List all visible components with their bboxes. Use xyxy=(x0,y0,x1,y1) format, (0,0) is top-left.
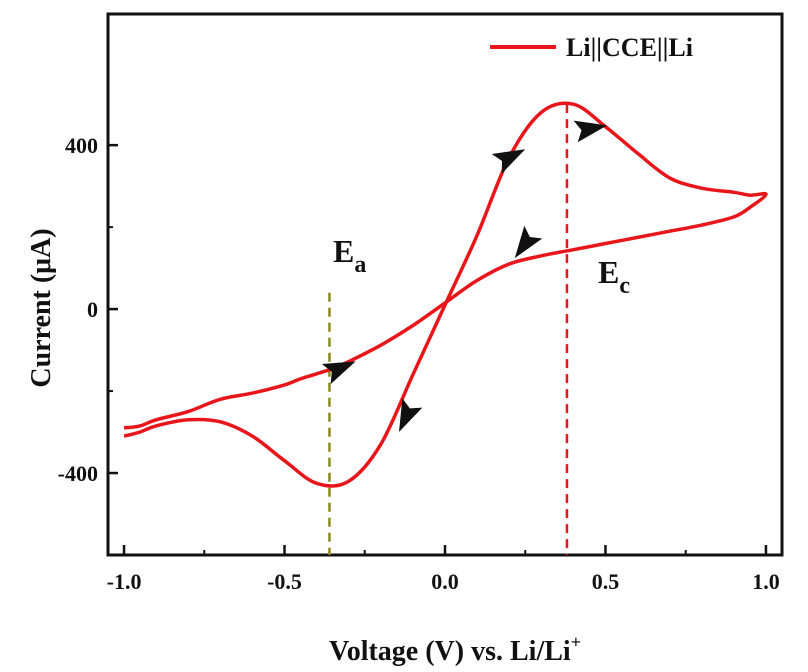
scan-arrow-4 xyxy=(398,398,423,433)
ea-annotation: Ea xyxy=(333,233,366,278)
y-tick-label: -400 xyxy=(58,461,98,486)
series-line xyxy=(123,101,768,488)
scan-arrow-1 xyxy=(491,149,526,174)
legend-label: Li||CCE||Li xyxy=(566,33,693,62)
cv-curve xyxy=(123,101,768,488)
scan-arrow-0 xyxy=(321,361,356,385)
plot-frame xyxy=(106,12,784,557)
scan-arrow-3 xyxy=(514,225,543,259)
x-tick-label: -0.5 xyxy=(267,569,302,594)
ec-annotation-main: E xyxy=(598,254,619,290)
ec-annotation-sub: c xyxy=(619,273,630,299)
y-tick-label: 400 xyxy=(65,133,98,158)
scan-arrow-2 xyxy=(573,120,608,143)
ea-annotation-sub: a xyxy=(354,252,366,278)
axes xyxy=(106,12,784,557)
scan-direction-arrows xyxy=(321,120,608,433)
legend: Li||CCE||Li xyxy=(490,33,693,62)
x-tick-label: -1.0 xyxy=(107,569,142,594)
ea-annotation-main: E xyxy=(333,233,354,269)
x-tick-label: 1.0 xyxy=(752,569,780,594)
x-axis-title: Voltage (V) vs. Li/Li+ xyxy=(329,632,581,667)
y-tick-label: 0 xyxy=(87,297,98,322)
y-axis-title: Current (μA) xyxy=(26,228,57,387)
x-tick-label: 0.0 xyxy=(431,569,459,594)
x-tick-label: 0.5 xyxy=(592,569,620,594)
tick-labels: -1.0 -0.5 0.0 0.5 1.0 -400 0 400 xyxy=(58,133,780,594)
reference-lines xyxy=(328,104,569,555)
ec-annotation: Ec xyxy=(598,254,630,299)
x-axis-title-superscript: + xyxy=(571,632,581,652)
